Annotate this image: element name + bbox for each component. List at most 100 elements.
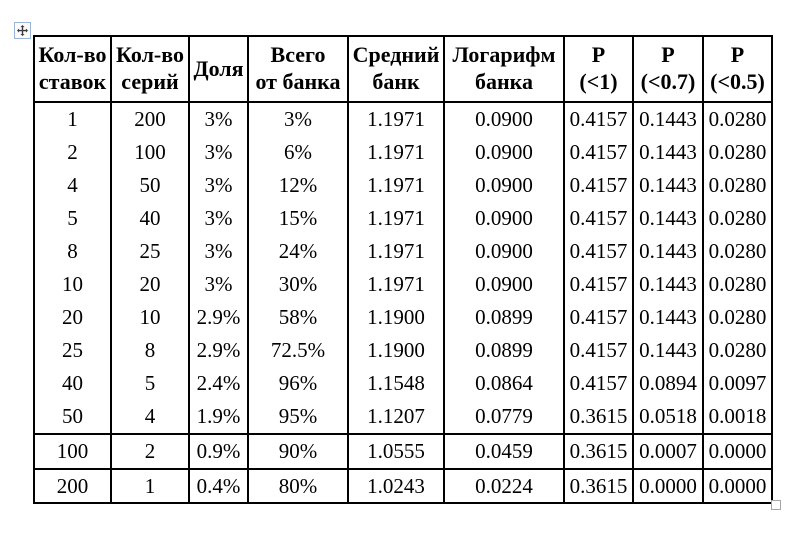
table-cell: 0.0900 [443,235,565,268]
table-cell: 0.4157 [563,301,634,334]
table-cell: 0.0000 [632,468,704,503]
table-move-handle[interactable] [14,22,31,39]
table-cell: 10 [33,268,112,301]
table-cell: 0.1443 [632,102,704,136]
table-cell: 72.5% [247,334,349,367]
table-cell: 1.1971 [347,268,445,301]
table-cell: 0.0900 [443,169,565,202]
table-cell: 0.0280 [702,268,773,301]
table-cell: 0.0899 [443,334,565,367]
table-cell: 20 [33,301,112,334]
table-row: 25 8 2.9% 72.5% 1.1900 0.0899 0.4157 0.1… [33,334,773,367]
table-cell: 0.4157 [563,202,634,235]
table-cell: 0.0000 [702,433,773,469]
table-cell: 0.1443 [632,268,704,301]
table-cell: 25 [110,235,190,268]
header-p-lt-0-5: P (<0.5) [702,36,773,103]
table-cell: 2.9% [188,334,249,367]
table-cell: 25 [33,334,112,367]
table-row: 4 50 3% 12% 1.1971 0.0900 0.4157 0.1443 … [33,169,773,202]
table-cell: 1.9% [188,400,249,434]
table-cell: 40 [110,202,190,235]
table-cell: 1 [33,102,112,136]
table-cell: 0.0280 [702,169,773,202]
table-cell: 1.1971 [347,235,445,268]
table-cell: 4 [33,169,112,202]
table-cell: 100 [110,136,190,169]
table-cell: 2 [33,136,112,169]
table-cell: 0.1443 [632,301,704,334]
table-cell: 1 [110,468,190,503]
table-row: 100 2 0.9% 90% 1.0555 0.0459 0.3615 0.00… [33,433,773,469]
table-row: 50 4 1.9% 95% 1.1207 0.0779 0.3615 0.051… [33,400,773,434]
table-cell: 0.0459 [443,433,565,469]
table-cell: 3% [188,268,249,301]
table-cell: 5 [110,367,190,400]
table-cell: 0.0280 [702,102,773,136]
table-cell: 1.1548 [347,367,445,400]
table-cell: 95% [247,400,349,434]
table-row: 10 20 3% 30% 1.1971 0.0900 0.4157 0.1443… [33,268,773,301]
table-cell: 4 [110,400,190,434]
header-log-of-bank: Логарифм банка [443,36,565,103]
table-cell: 0.0280 [702,202,773,235]
table-cell: 0.4157 [563,334,634,367]
table-cell: 0.0007 [632,433,704,469]
table-cell: 0.0000 [702,468,773,503]
table-cell: 50 [110,169,190,202]
table-cell: 0.0779 [443,400,565,434]
table-cell: 0.4157 [563,367,634,400]
table-cell: 0.4157 [563,169,634,202]
header-series-count: Кол-во серий [110,36,190,103]
table-cell: 0.0280 [702,136,773,169]
table-cell: 0.0018 [702,400,773,434]
table-cell: 0.4157 [563,102,634,136]
table-cell: 0.0518 [632,400,704,434]
table-cell: 200 [33,468,112,503]
table-cell: 1.1971 [347,169,445,202]
table-cell: 96% [247,367,349,400]
table-cell: 0.0280 [702,235,773,268]
table-cell: 0.0900 [443,102,565,136]
table-cell: 0.0280 [702,334,773,367]
table-cell: 8 [33,235,112,268]
table-cell: 1.0555 [347,433,445,469]
table-cell: 8 [110,334,190,367]
table-cell: 1.1900 [347,301,445,334]
table-cell: 90% [247,433,349,469]
table-cell: 0.4157 [563,235,634,268]
table-cell: 2.4% [188,367,249,400]
table-cell: 100 [33,433,112,469]
table-cell: 1.1971 [347,136,445,169]
table-row: 2 100 3% 6% 1.1971 0.0900 0.4157 0.1443 … [33,136,773,169]
table-cell: 200 [110,102,190,136]
table-cell: 40 [33,367,112,400]
table-cell: 12% [247,169,349,202]
table-row: 1 200 3% 3% 1.1971 0.0900 0.4157 0.1443 … [33,102,773,136]
table-cell: 80% [247,468,349,503]
table-cell: 0.1443 [632,169,704,202]
table-cell: 1.1971 [347,102,445,136]
table-cell: 24% [247,235,349,268]
table-cell: 58% [247,301,349,334]
table-cell: 3% [188,169,249,202]
table-cell: 0.1443 [632,334,704,367]
table-row: 8 25 3% 24% 1.1971 0.0900 0.4157 0.1443 … [33,235,773,268]
table-row: 5 40 3% 15% 1.1971 0.0900 0.4157 0.1443 … [33,202,773,235]
table-cell: 3% [188,102,249,136]
table-cell: 3% [247,102,349,136]
table-cell: 0.0900 [443,136,565,169]
table-cell: 0.1443 [632,202,704,235]
table-cell: 5 [33,202,112,235]
header-row: Кол-во ставок Кол-во серий Доля Всего от… [33,36,773,103]
table-cell: 0.3615 [563,433,634,469]
table-cell: 0.1443 [632,136,704,169]
table-cell: 0.0899 [443,301,565,334]
table-cell: 1.1900 [347,334,445,367]
table-cell: 3% [188,202,249,235]
table-resize-handle[interactable] [771,500,781,510]
table-cell: 0.0280 [702,301,773,334]
table-row: 40 5 2.4% 96% 1.1548 0.0864 0.4157 0.089… [33,367,773,400]
table-cell: 0.3615 [563,400,634,434]
table-cell: 0.3615 [563,468,634,503]
